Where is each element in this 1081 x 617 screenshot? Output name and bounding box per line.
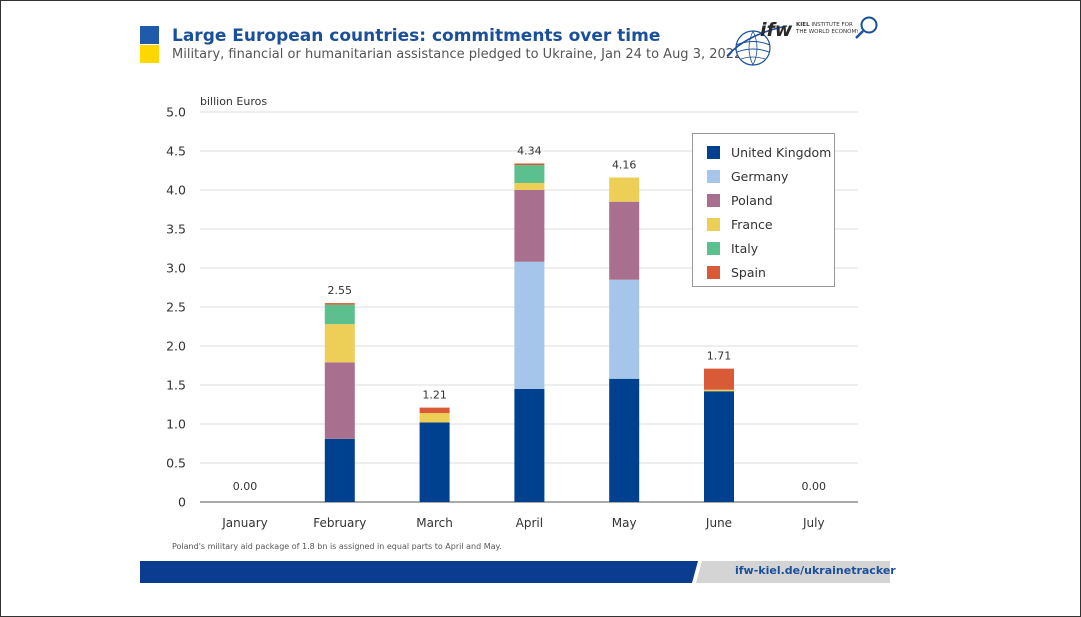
ukraine-flag-blue-stripe — [140, 26, 159, 44]
legend-swatch — [707, 170, 720, 183]
bar-segment-france-june — [704, 389, 734, 392]
footer-bar — [140, 561, 890, 583]
logo-tagline-line2: THE WORLD ECONOMY — [796, 29, 858, 35]
bar-segment-spain-april — [514, 163, 545, 166]
bar-total-label: 0.00 — [802, 480, 827, 493]
logo-tagline-bold: KIEL — [796, 22, 810, 28]
legend-swatch — [707, 218, 720, 231]
y-tick-label: 5.0 — [166, 105, 186, 120]
bar-segment-united-kingdom-march — [419, 422, 450, 502]
legend-label: Germany — [731, 169, 789, 184]
y-tick-label: 1.0 — [166, 417, 186, 432]
footer-blue-band — [140, 561, 698, 583]
legend-swatch — [707, 194, 720, 207]
y-tick-label: 0.5 — [166, 456, 186, 471]
legend-label: France — [731, 217, 773, 232]
bar-segment-spain-march — [419, 407, 450, 414]
y-tick-label: 0 — [178, 495, 186, 510]
y-tick-label: 1.5 — [166, 378, 186, 393]
bar-segment-united-kingdom-february — [324, 438, 355, 502]
bar-segment-poland-may — [609, 201, 640, 280]
bar-segment-germany-april — [514, 261, 545, 389]
bar-segment-germany-may — [609, 279, 640, 379]
chart-subtitle: Military, financial or humanitarian assi… — [172, 47, 743, 62]
chart-footnote: Poland's military aid package of 1.8 bn … — [172, 542, 502, 551]
x-tick-label: March — [416, 516, 453, 530]
y-axis-label: billion Euros — [200, 95, 267, 108]
legend-label: Poland — [731, 193, 773, 208]
logo-tagline: KIEL INSTITUTE FOR THE WORLD ECONOMY — [796, 22, 858, 42]
bar-segment-poland-february — [324, 362, 355, 439]
logo-tagline-line1: INSTITUTE FOR — [811, 22, 853, 28]
bar-segment-united-kingdom-may — [609, 378, 640, 502]
logo-brand: ifw — [760, 19, 793, 41]
x-tick-label: July — [802, 516, 825, 530]
y-tick-label: 4.0 — [166, 183, 186, 198]
bar-segment-france-april — [514, 182, 545, 190]
bar-segment-italy-february — [324, 304, 355, 325]
y-tick-label: 2.0 — [166, 339, 186, 354]
legend-label: Italy — [731, 241, 759, 256]
chart-title: Large European countries: commitments ov… — [172, 26, 661, 46]
bar-segment-poland-april — [514, 190, 545, 262]
y-tick-label: 3.5 — [166, 222, 186, 237]
legend-label: United Kingdom — [731, 145, 832, 160]
bar-segment-spain-june — [704, 368, 734, 390]
bar-total-label: 0.00 — [233, 480, 258, 493]
bar-total-label: 4.16 — [612, 159, 637, 172]
bar-total-label: 1.71 — [707, 350, 732, 363]
ifw-logo-icon — [726, 16, 878, 66]
bar-segment-france-march — [419, 413, 450, 423]
bar-total-label: 4.34 — [517, 144, 542, 157]
chart-legend: United Kingdom Germany Poland France Italy Sp… — [692, 133, 835, 287]
y-tick-label: 3.0 — [166, 261, 186, 276]
bar-segment-france-may — [609, 177, 640, 202]
tracker-link[interactable]: ifw-kiel.de/ukrainetracker — [735, 564, 896, 577]
bar-segment-united-kingdom-april — [514, 388, 545, 502]
legend-swatch — [707, 146, 720, 159]
bar-segment-united-kingdom-june — [704, 391, 734, 502]
legend-swatch — [707, 266, 720, 279]
x-tick-label: February — [313, 516, 366, 530]
footer-grey-band — [696, 561, 890, 583]
x-tick-label: April — [516, 516, 543, 530]
y-tick-label: 4.5 — [166, 144, 186, 159]
x-tick-label: May — [612, 516, 637, 530]
ukraine-flag-yellow-stripe — [140, 45, 159, 63]
x-tick-label: June — [705, 516, 732, 530]
x-tick-label: January — [221, 516, 268, 530]
y-tick-label: 2.5 — [166, 300, 186, 315]
bar-segment-spain-february — [324, 303, 355, 305]
globe-icon — [726, 25, 788, 66]
legend-swatch — [707, 242, 720, 255]
bar-segment-france-february — [324, 324, 355, 363]
bar-segment-italy-april — [514, 165, 545, 183]
search-magnifier-icon — [855, 16, 878, 39]
bar-total-label: 2.55 — [328, 284, 353, 297]
bar-total-label: 1.21 — [422, 389, 447, 402]
legend-label: Spain — [731, 265, 766, 280]
